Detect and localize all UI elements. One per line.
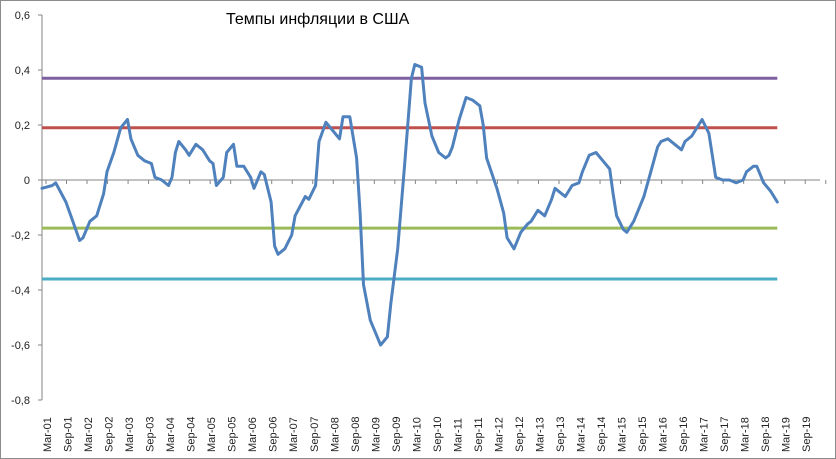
x-tick-label: Sep-19	[801, 417, 813, 452]
inflation-series-line	[40, 63, 779, 347]
x-tick-label: Sep-12	[514, 417, 526, 452]
y-tick-label: 0,2	[15, 120, 30, 132]
y-tick-label: -0,6	[11, 340, 30, 352]
chart-title: Темпы инфляции в США	[226, 11, 410, 28]
x-tick-label: Mar-05	[206, 417, 218, 452]
x-tick-label: Mar-09	[370, 417, 382, 452]
x-tick-label: Sep-11	[473, 417, 485, 452]
x-tick-label: Sep-08	[350, 417, 362, 452]
x-tick-label: Sep-09	[391, 417, 403, 452]
x-tick-label: Sep-13	[555, 417, 567, 452]
x-tick-label: Mar-04	[165, 417, 177, 452]
y-tick-label: 0,4	[15, 65, 30, 77]
x-tick-label: Sep-01	[63, 417, 75, 452]
x-tick-label: Mar-16	[658, 417, 670, 452]
x-tick-label: Sep-10	[432, 417, 444, 452]
y-tick-label: -0,8	[11, 395, 30, 407]
x-tick-label: Sep-06	[268, 417, 280, 452]
x-tick-label: Sep-16	[678, 417, 690, 452]
x-tick-label: Mar-08	[329, 417, 341, 452]
x-tick-label: Mar-17	[699, 417, 711, 452]
x-tick-label: Mar-12	[493, 417, 505, 452]
y-tick-label: -0,2	[11, 230, 30, 242]
x-tick-label: Sep-03	[145, 417, 157, 452]
x-tick-label: Mar-06	[247, 417, 259, 452]
x-tick-label: Mar-18	[740, 417, 752, 452]
x-tick-label: Sep-18	[760, 417, 772, 452]
x-tick-label: Sep-14	[596, 417, 608, 452]
x-tick-label: Mar-03	[124, 417, 136, 452]
y-tick-label: 0,6	[15, 10, 30, 22]
x-tick-label: Sep-04	[186, 417, 198, 452]
x-tick-label: Mar-02	[83, 417, 95, 452]
x-tick-label: Mar-19	[781, 417, 793, 452]
x-tick-label: Sep-02	[104, 417, 116, 452]
y-tick-label: 0	[24, 175, 30, 187]
x-tick-label: Sep-17	[719, 417, 731, 452]
x-tick-label: Mar-15	[617, 417, 629, 452]
x-tick-label: Mar-11	[452, 418, 464, 452]
x-tick-label: Mar-10	[411, 417, 423, 452]
x-tick-label: Mar-07	[288, 417, 300, 452]
x-tick-label: Sep-15	[637, 417, 649, 452]
x-tick-label: Mar-14	[576, 417, 588, 452]
y-tick-label: -0,4	[11, 285, 30, 297]
x-tick-label: Mar-13	[534, 417, 546, 452]
x-tick-label: Mar-01	[42, 417, 54, 452]
x-tick-label: Sep-07	[309, 417, 321, 452]
x-tick-label: Sep-05	[227, 417, 239, 452]
